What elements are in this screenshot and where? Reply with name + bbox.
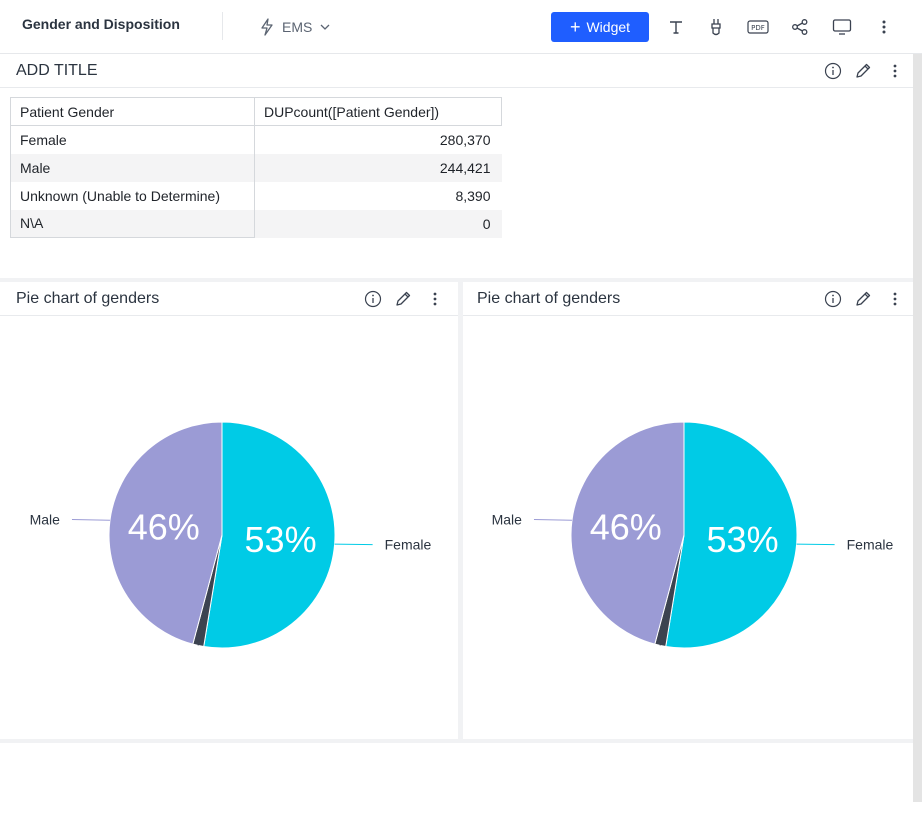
- table-row: Unknown (Unable to Determine) 8,390: [10, 181, 502, 210]
- pie-slice-female[interactable]: [665, 421, 798, 649]
- toolbar-divider: [222, 12, 223, 40]
- gender-cell: Male: [10, 153, 255, 182]
- count-cell: 280,370: [439, 131, 491, 148]
- text-icon[interactable]: [664, 15, 688, 39]
- pie-percent-label: 46%: [590, 506, 662, 547]
- pie-percent-label: 46%: [128, 506, 200, 547]
- table-row: Female 280,370: [10, 125, 502, 154]
- pie-widget-title[interactable]: Pie chart of genders: [16, 290, 160, 307]
- pie-category-label: Female: [385, 537, 432, 553]
- table-header-row: Patient Gender DUPcount([Patient Gender]…: [10, 97, 502, 126]
- pie-category-label: Male: [492, 511, 523, 527]
- table-row: Male 244,421: [10, 153, 502, 182]
- pie-slice-male[interactable]: [108, 421, 223, 645]
- pie-slice-female[interactable]: [203, 421, 336, 649]
- pie-category-label: Female: [847, 537, 894, 553]
- chevron-down-icon: [320, 23, 330, 31]
- share-icon[interactable]: [788, 15, 812, 39]
- widget-gap: [0, 739, 913, 743]
- pie-chart: 53%FemaleOthers46%Male: [492, 421, 894, 649]
- more-vertical-icon[interactable]: [872, 15, 896, 39]
- more-vertical-icon[interactable]: [884, 60, 906, 82]
- gender-cell: Female: [10, 125, 255, 154]
- add-widget-button[interactable]: + Widget: [551, 12, 649, 42]
- info-icon[interactable]: [822, 288, 844, 310]
- info-icon[interactable]: [362, 288, 384, 310]
- more-vertical-icon[interactable]: [424, 288, 446, 310]
- gender-cell: Unknown (Unable to Determine): [10, 181, 255, 210]
- pie-leader-line: [71, 519, 110, 521]
- add-widget-label: Widget: [586, 19, 631, 35]
- column-header[interactable]: Patient Gender: [10, 97, 255, 126]
- pie-widget-header: Pie chart of genders: [463, 282, 913, 316]
- svg-text:PDF: PDF: [751, 24, 765, 32]
- table-row: N\A 0: [10, 209, 502, 238]
- lightning-icon: [260, 18, 274, 36]
- monitor-icon[interactable]: [830, 15, 854, 39]
- datasource-selector[interactable]: EMS: [260, 16, 330, 38]
- pie-widget-right: Pie chart of genders 53%FemaleOthers46%M…: [463, 282, 913, 739]
- pie-chart: 53%FemaleOthers46%Male: [30, 421, 432, 649]
- dashboard-title: Gender and Disposition: [22, 16, 180, 32]
- count-cell: 244,421: [254, 153, 502, 182]
- plus-icon: +: [569, 17, 581, 37]
- pencil-icon[interactable]: [852, 60, 874, 82]
- more-vertical-icon[interactable]: [884, 288, 906, 310]
- vertical-scrollbar[interactable]: [913, 54, 922, 802]
- count-cell: 0: [254, 209, 502, 238]
- count-cell: 8,390: [455, 187, 491, 204]
- column-header[interactable]: DUPcount([Patient Gender]): [254, 97, 502, 126]
- brush-icon[interactable]: [704, 15, 728, 39]
- pie-percent-label: 53%: [707, 519, 779, 560]
- top-toolbar: Gender and Disposition EMS + Widget PDF: [0, 0, 922, 54]
- pie-widget-left: Pie chart of genders 53%FemaleOthers46%M…: [0, 282, 458, 739]
- pencil-icon[interactable]: [852, 288, 874, 310]
- pie-leader-line: [533, 519, 572, 521]
- pie-category-label: Male: [30, 511, 61, 527]
- pie-slice-male[interactable]: [570, 421, 685, 645]
- table-widget-header: ADD TITLE: [0, 54, 913, 88]
- widget-gap: [458, 282, 463, 739]
- pencil-icon[interactable]: [392, 288, 414, 310]
- table-widget-title[interactable]: ADD TITLE: [16, 62, 98, 79]
- datasource-label: EMS: [282, 19, 313, 35]
- gender-cell: N\A: [10, 209, 255, 238]
- pivot-table: Patient Gender DUPcount([Patient Gender]…: [10, 97, 502, 238]
- widget-gap: [0, 278, 913, 282]
- pie-widget-header: Pie chart of genders: [0, 282, 458, 316]
- pdf-icon[interactable]: PDF: [746, 15, 770, 39]
- pie-widget-title[interactable]: Pie chart of genders: [477, 290, 621, 307]
- info-icon[interactable]: [822, 60, 844, 82]
- pie-percent-label: 53%: [245, 519, 317, 560]
